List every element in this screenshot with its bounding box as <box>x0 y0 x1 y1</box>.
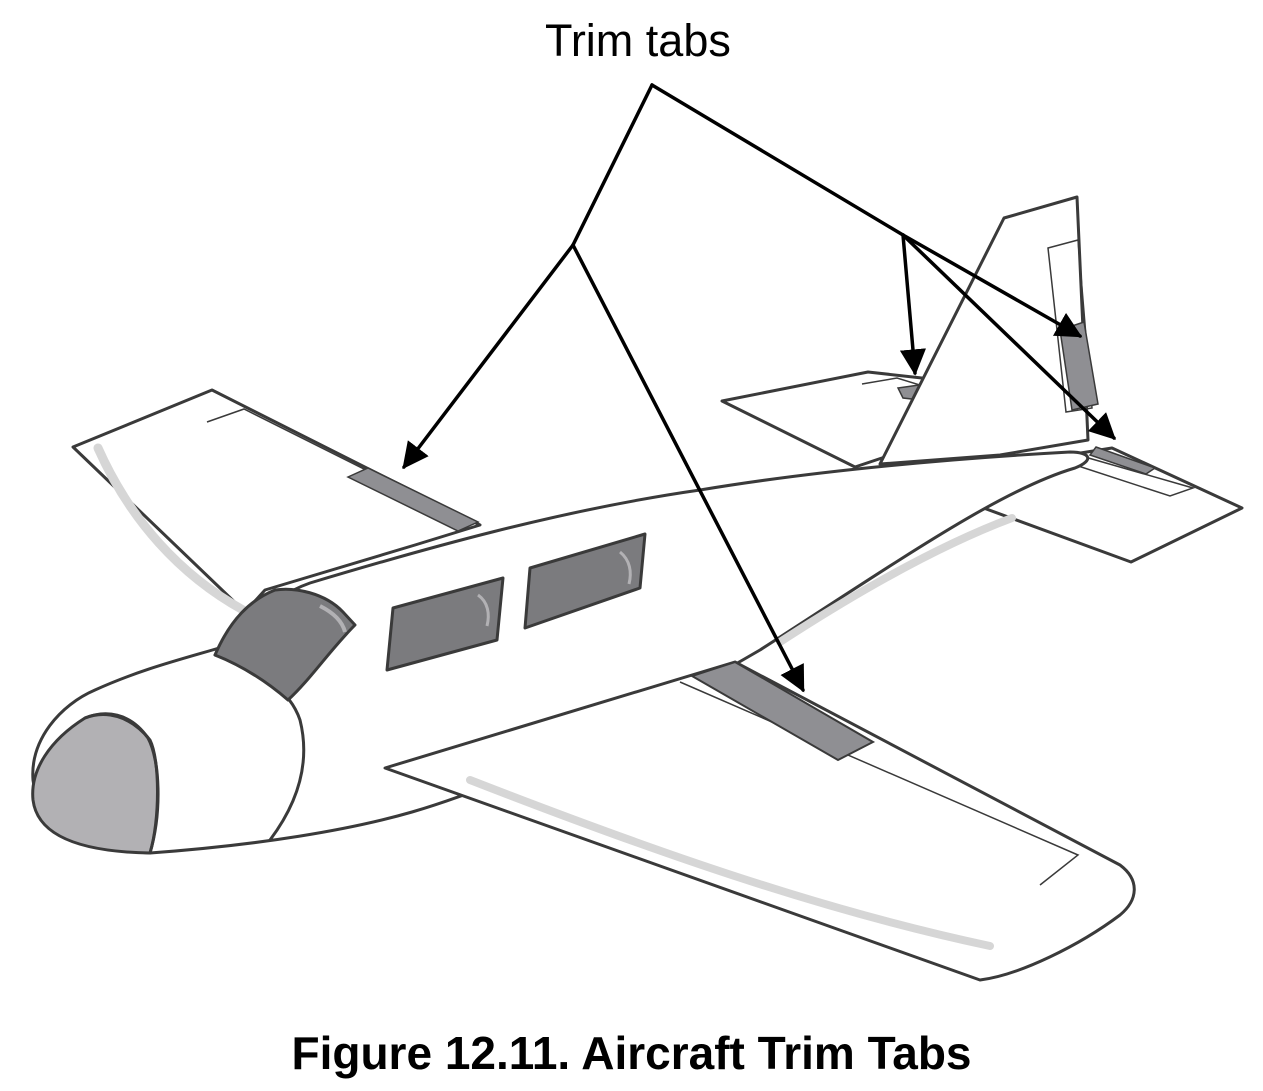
callout-leaders <box>402 83 1116 693</box>
figure-caption: Figure 12.11. Aircraft Trim Tabs <box>291 1027 972 1079</box>
stabilizer-trim-tab-right <box>1088 446 1157 475</box>
aileron-trim-tab-left <box>346 467 480 532</box>
leader-main-left <box>571 83 654 247</box>
arrow-rudder-tab <box>901 233 1083 338</box>
leader-main-right <box>650 83 905 237</box>
aileron-trim-tab-right <box>689 660 876 762</box>
right-wing <box>383 660 1136 982</box>
left-wing <box>71 388 482 615</box>
arrow-right-stabilizer-tab <box>901 233 1116 440</box>
arrow-left-aileron-tab <box>402 243 575 470</box>
trim-tabs-callout-label: Trim tabs <box>545 15 731 66</box>
cabin-window-2 <box>523 532 647 630</box>
nose-cone <box>31 712 160 855</box>
cabin-window-1 <box>385 576 505 672</box>
windshield <box>213 587 357 702</box>
vertical-stabilizer <box>878 195 1099 466</box>
arrow-left-stabilizer-tab <box>899 233 927 376</box>
arrow-right-aileron-tab <box>571 243 805 693</box>
